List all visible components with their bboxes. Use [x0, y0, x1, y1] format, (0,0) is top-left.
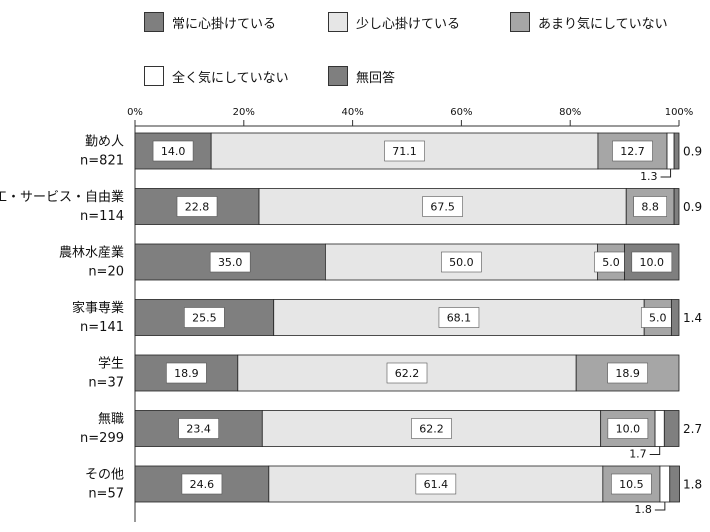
legend-label-no-answer: 無回答 [356, 70, 396, 86]
data-label-box [607, 418, 649, 439]
data-label-box [607, 362, 648, 384]
data-label-box [612, 140, 653, 162]
category-label: 農林水産業 [59, 245, 124, 261]
category-label: 家事専業 [72, 300, 124, 316]
leader-line [649, 446, 661, 455]
legend-swatch-somewhat [328, 12, 348, 32]
data-label: 71.1 [392, 145, 417, 158]
x-tick-label: 20% [233, 107, 255, 118]
right-value-label: 2.7 [683, 422, 702, 436]
legend-label-always: 常に心掛けている [172, 16, 277, 32]
data-label: 8.8 [641, 201, 659, 214]
data-label: 25.5 [192, 312, 217, 325]
category-n-label: n=114 [80, 209, 124, 224]
category-label: その他 [85, 468, 124, 483]
below-value-label: 1.3 [640, 170, 658, 183]
data-label: 62.2 [395, 367, 420, 380]
data-label-box [438, 307, 480, 328]
legend-swatch-no-answer [328, 66, 348, 86]
legend-label-somewhat: 少し心掛けている [356, 16, 461, 32]
category-label: 無職 [98, 412, 124, 427]
bar-segment-no-answer [670, 299, 680, 336]
legend-item-somewhat: 少し心掛けている [328, 12, 460, 32]
data-label-box [181, 473, 223, 495]
data-label: 5.0 [602, 256, 620, 269]
data-label-box [176, 196, 218, 217]
data-label-box [411, 418, 452, 439]
data-label: 35.0 [218, 256, 243, 269]
bar-segment-no-answer [669, 465, 680, 503]
data-label-box [384, 140, 425, 162]
below-value-label: 1.8 [634, 503, 652, 516]
category-n-label: n=57 [88, 487, 124, 502]
right-value-label: 1.8 [683, 478, 702, 492]
legend-label-not-much: あまり気にしていない [538, 16, 668, 32]
x-tick-label: 100% [665, 107, 694, 118]
x-tick-label: 60% [450, 107, 472, 118]
data-label: 68.1 [447, 312, 472, 325]
bar-segment-not-at-all [654, 410, 665, 447]
data-label: 10.0 [616, 423, 641, 436]
right-value-label: 1.4 [683, 311, 702, 325]
category-label: 商工・サービス・自由業 [0, 189, 124, 205]
legend-item-not-much: あまり気にしていない [510, 12, 668, 32]
data-label-box [386, 362, 428, 384]
data-label-box [422, 196, 463, 217]
legend-label-not-at-all: 全く気にしていない [172, 70, 289, 86]
below-value-label: 1.7 [629, 448, 647, 461]
legend-swatch-not-much [510, 12, 530, 32]
data-label-box [631, 251, 673, 273]
data-label: 10.5 [619, 478, 644, 491]
data-label: 12.7 [620, 145, 645, 158]
data-label: 62.2 [419, 423, 444, 436]
data-label-box [166, 362, 207, 384]
data-label: 61.4 [424, 478, 449, 491]
data-label: 50.0 [449, 256, 474, 269]
data-label-box [415, 473, 457, 495]
data-label-box [178, 418, 219, 439]
category-n-label: n=141 [80, 320, 124, 335]
leader-line [660, 169, 672, 178]
data-label: 23.4 [186, 423, 211, 436]
data-label-box [209, 251, 251, 273]
data-label: 18.9 [174, 367, 199, 380]
bar-segment-not-at-all [659, 465, 671, 503]
category-label: 勤め人 [85, 135, 124, 150]
bar-segment-no-answer [673, 188, 680, 225]
data-label-box [611, 473, 652, 495]
category-label: 学生 [98, 356, 124, 372]
category-n-label: n=37 [88, 376, 124, 391]
legend-item-no-answer: 無回答 [328, 66, 395, 86]
x-tick-label: 0% [127, 107, 143, 118]
data-label: 67.5 [430, 201, 455, 214]
bar-segment-not-at-all [666, 132, 675, 170]
data-label: 24.6 [190, 478, 215, 491]
legend-swatch-always [144, 12, 164, 32]
data-label: 18.9 [615, 367, 640, 380]
right-value-label: 0.9 [683, 145, 702, 159]
legend-item-not-at-all: 全く気にしていない [144, 66, 289, 86]
data-label-box [184, 307, 225, 328]
x-tick-label: 80% [559, 107, 581, 118]
data-label: 22.8 [185, 201, 210, 214]
category-n-label: n=299 [80, 431, 124, 446]
legend-item-always: 常に心掛けている [144, 12, 276, 32]
data-label-box [152, 140, 194, 162]
data-label: 14.0 [161, 145, 186, 158]
data-label-box [441, 251, 482, 273]
data-label: 10.0 [640, 256, 665, 269]
leader-line [654, 502, 666, 511]
legend-swatch-not-at-all [144, 66, 164, 86]
x-tick-label: 40% [341, 107, 363, 118]
bar-segment-no-answer [663, 410, 680, 447]
right-value-label: 0.9 [683, 200, 702, 214]
category-n-label: n=821 [80, 154, 124, 169]
bar-segment-no-answer [673, 132, 680, 170]
data-label-box [633, 196, 667, 217]
category-n-label: n=20 [88, 265, 124, 280]
data-label: 5.0 [649, 312, 667, 325]
